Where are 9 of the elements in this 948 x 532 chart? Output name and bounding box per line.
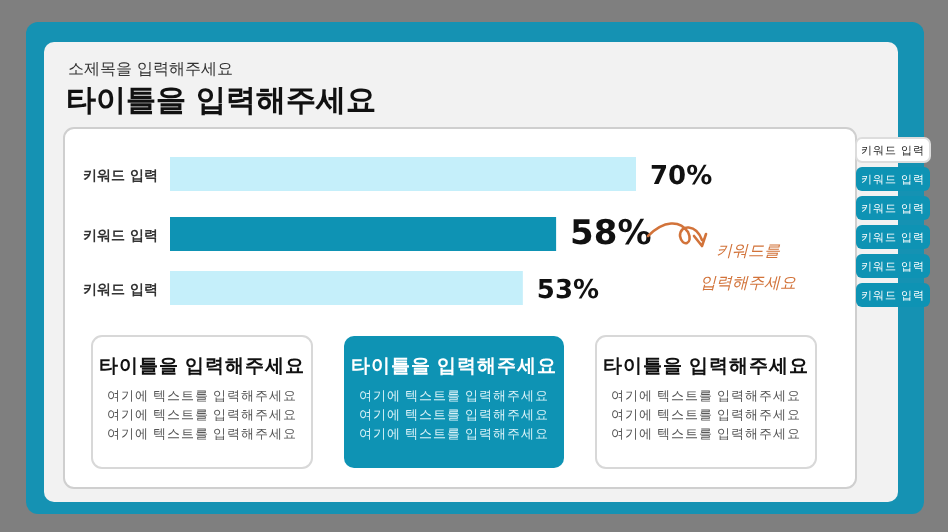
data-label: 58% bbox=[570, 214, 652, 254]
chart-subtitle: 소제목을 입력해주세요 bbox=[68, 60, 234, 78]
text: 타이틀을 입력해주세요 bbox=[350, 356, 558, 378]
text: 키워드를 입력해주세요 bbox=[700, 242, 796, 292]
text: 타이틀을 입력해주세요 bbox=[602, 356, 810, 378]
data-label: 70% bbox=[650, 162, 713, 192]
data-label: 53% bbox=[536, 276, 600, 306]
chart-title: 타이틀을 입력해주세요 bbox=[66, 82, 377, 118]
text: 타이틀을 입력해주세요 bbox=[98, 356, 306, 378]
